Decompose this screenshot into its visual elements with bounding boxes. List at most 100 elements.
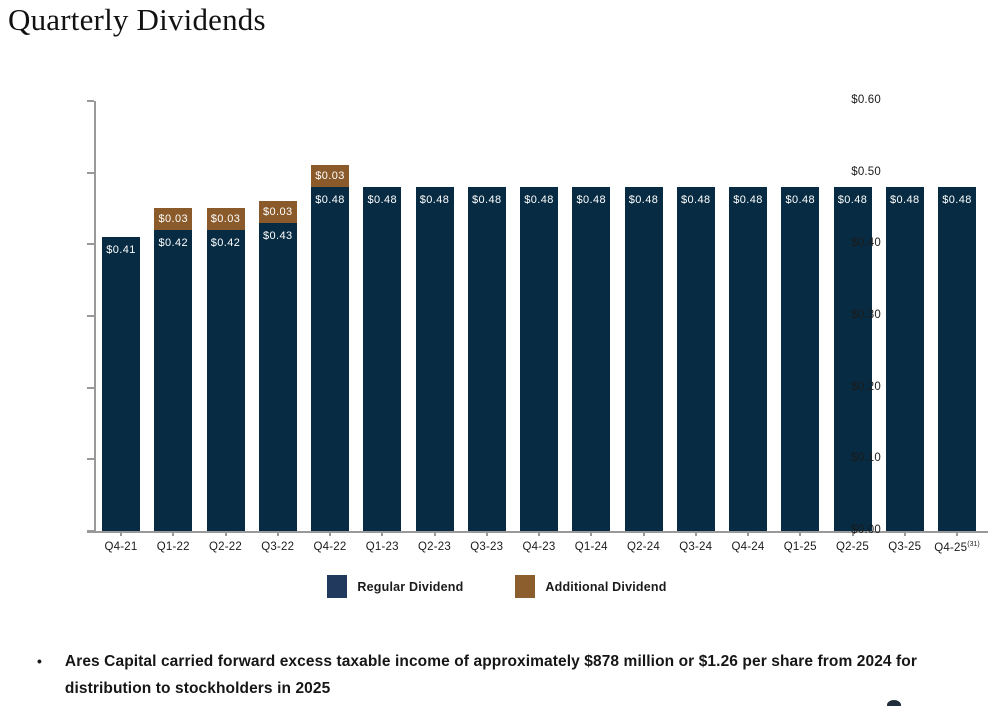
bar-value-label: $0.42	[210, 237, 241, 249]
bar-column-q4-21: $0.41 Q4-21	[102, 101, 140, 553]
y-axis-label: $0.20	[851, 381, 881, 393]
x-axis-tick	[120, 531, 122, 536]
bar-column-q1-23: $0.48 Q1-23	[363, 101, 402, 553]
bar-stack: $0.48	[833, 187, 872, 531]
bar-segment-regular-dividend: $0.48	[885, 187, 924, 531]
bar-segment-regular-dividend: $0.41	[102, 237, 140, 531]
x-axis-label: Q2-22	[209, 541, 242, 553]
bar-stack: $0.48	[938, 187, 976, 531]
bar-segment-regular-dividend: $0.43	[258, 223, 297, 531]
y-axis-tick	[87, 100, 94, 102]
bar-segment-regular-dividend: $0.48	[729, 187, 767, 531]
bar-stack: $0.03 $0.43	[258, 201, 297, 531]
bar-value-label: $0.03	[262, 206, 293, 218]
x-axis-label-superscript: (31)	[967, 541, 980, 548]
bar-column-q4-25: $0.48 Q4-25(31)	[934, 101, 980, 554]
x-axis-label: Q1-23	[365, 541, 399, 553]
legend-item-additional-dividend: Additional Dividend	[515, 575, 666, 598]
x-axis-line	[87, 531, 988, 533]
bar-value-label: $0.48	[942, 194, 972, 206]
bar-value-label: $0.41	[106, 244, 136, 256]
bar-value-label: $0.48	[524, 194, 554, 206]
x-axis-tick	[276, 531, 279, 536]
bar-stack: $0.48	[885, 187, 924, 531]
dividends-chart-plot-area: $0.41 Q4-21 $0.03 $0.42 Q1-22 $0.03 $0.42 Q2-22…	[87, 94, 988, 554]
y-axis-label: $0.50	[851, 166, 881, 178]
bar-stack: $0.48	[676, 187, 715, 531]
bullet-point: •	[37, 653, 42, 669]
x-axis-tick	[172, 531, 175, 536]
bar-stack: $0.48	[624, 187, 663, 531]
bar-segment-regular-dividend: $0.48	[676, 187, 715, 531]
bar-segment-additional-dividend: $0.03	[206, 208, 245, 230]
x-axis-tick	[694, 531, 697, 536]
bar-columns: $0.41 Q4-21 $0.03 $0.42 Q1-22 $0.03 $0.42 Q2-22…	[96, 101, 982, 554]
x-axis-label: Q4-24	[731, 541, 765, 553]
x-axis-label: Q3-23	[470, 541, 504, 553]
bar-segment-regular-dividend: $0.48	[520, 187, 558, 531]
bar-column-q4-22: $0.03 $0.48 Q4-22	[311, 101, 349, 553]
legend-item-regular-dividend: Regular Dividend	[327, 575, 463, 598]
bar-value-label: $0.48	[733, 194, 763, 206]
x-axis-label: Q1-22	[156, 541, 190, 553]
bar-column-q2-23: $0.48 Q2-23	[415, 101, 454, 553]
x-axis-tick	[851, 531, 854, 536]
bar-segment-regular-dividend: $0.48	[363, 187, 402, 531]
bar-value-label: $0.48	[837, 194, 868, 206]
bar-column-q3-22: $0.03 $0.43 Q3-22	[258, 101, 297, 553]
bar-column-q1-25: $0.48 Q1-25	[781, 101, 820, 553]
bar-segment-regular-dividend: $0.42	[206, 230, 245, 531]
footnote-text: Ares Capital carried forward excess taxa…	[64, 653, 918, 697]
x-axis-label: Q4-22	[313, 541, 347, 553]
bar-column-q3-24: $0.48 Q3-24	[676, 101, 715, 553]
x-axis-label: Q3-25	[888, 541, 922, 553]
bar-stack: $0.48	[520, 187, 558, 531]
x-axis-tick	[590, 531, 593, 536]
footnote: • Ares Capital carried forward excess ta…	[37, 648, 985, 702]
x-axis-tick	[903, 531, 906, 536]
bar-column-q3-23: $0.48 Q3-23	[467, 101, 506, 553]
partial-logo-mark	[887, 700, 901, 706]
x-axis-label: Q3-22	[261, 541, 295, 553]
legend-label: Additional Dividend	[545, 579, 667, 594]
bar-stack: $0.48	[467, 187, 506, 531]
y-axis-line	[94, 101, 96, 531]
bar-value-label: $0.48	[889, 194, 920, 206]
regular-dividend-swatch	[327, 575, 348, 598]
x-axis-tick	[747, 531, 749, 536]
x-axis-tick	[642, 531, 645, 536]
bar-stack: $0.41	[102, 237, 140, 531]
x-axis-label: Q2-24	[627, 541, 660, 553]
bar-segment-additional-dividend: $0.03	[311, 165, 349, 187]
x-axis-tick	[956, 531, 958, 536]
bar-column-q4-24: $0.48 Q4-24	[729, 101, 767, 553]
bar-column-q1-24: $0.48 Q1-24	[572, 101, 611, 553]
bar-segment-additional-dividend: $0.03	[154, 208, 193, 230]
bar-segment-regular-dividend: $0.48	[938, 187, 976, 531]
x-axis-tick	[538, 531, 540, 536]
additional-dividend-swatch	[515, 575, 536, 598]
bar-value-label: $0.48	[680, 194, 711, 206]
legend-label: Regular Dividend	[357, 579, 464, 594]
x-axis-tick	[799, 531, 802, 536]
bar-value-label: $0.43	[262, 230, 293, 242]
x-axis-label: Q2-23	[418, 541, 451, 553]
bar-segment-regular-dividend: $0.42	[154, 230, 193, 531]
x-axis-label: Q3-24	[679, 541, 713, 553]
y-axis-label: $0.40	[851, 237, 881, 249]
bar-stack: $0.48	[415, 187, 454, 531]
x-axis-label: Q1-25	[783, 541, 817, 553]
bar-segment-regular-dividend: $0.48	[572, 187, 611, 531]
y-axis-tick	[87, 243, 94, 245]
x-axis-label: Q4-23	[522, 541, 556, 553]
x-axis-label: Q1-24	[574, 541, 608, 553]
y-axis-tick	[87, 172, 94, 174]
bar-value-label: $0.03	[158, 213, 189, 225]
bar-value-label: $0.48	[419, 194, 450, 206]
y-axis-label: $0.00	[851, 524, 881, 536]
bar-segment-regular-dividend: $0.48	[467, 187, 506, 531]
x-axis-tick	[224, 531, 227, 536]
bar-stack: $0.48	[363, 187, 402, 531]
bar-segment-additional-dividend: $0.03	[258, 201, 297, 223]
bar-stack: $0.48	[781, 187, 820, 531]
